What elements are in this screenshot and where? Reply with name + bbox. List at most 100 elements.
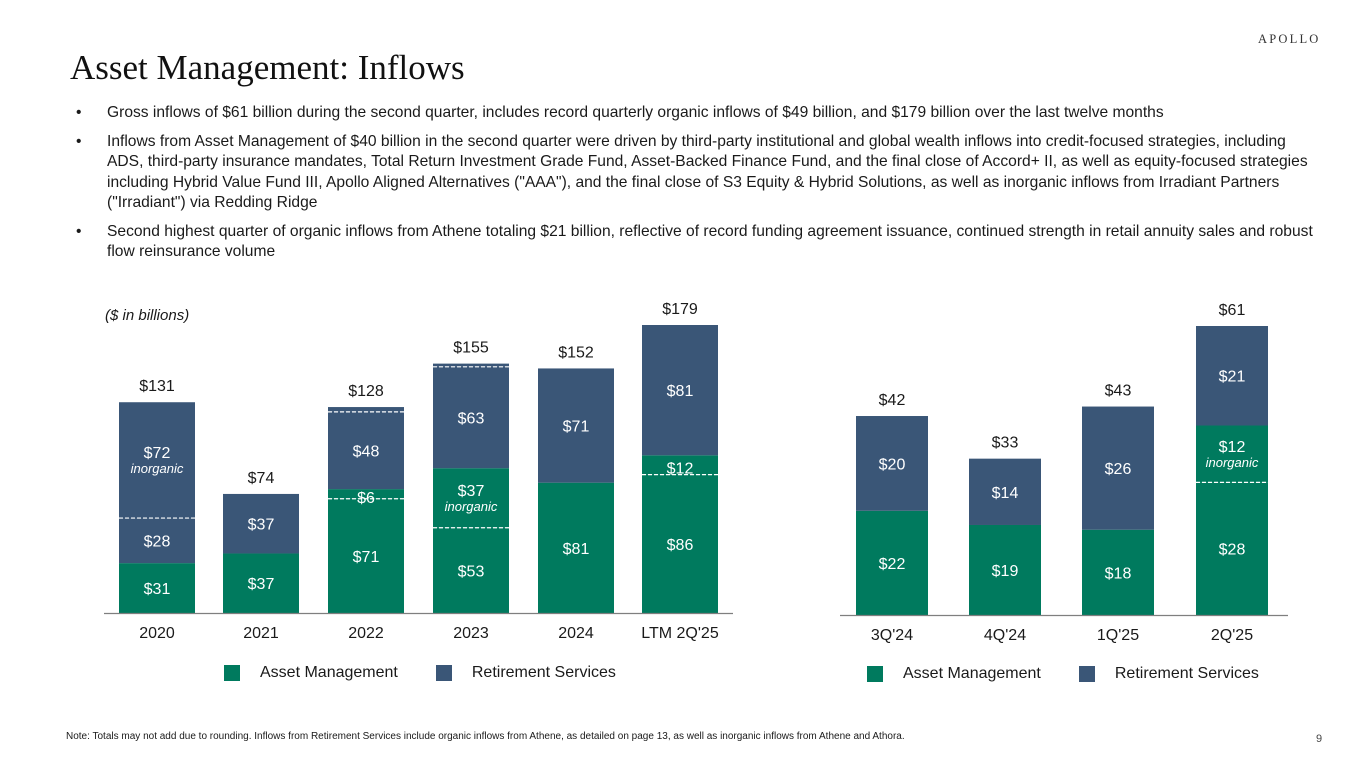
- bar-segment-asset-management: [119, 563, 195, 613]
- bullet-text: Second highest quarter of organic inflow…: [107, 222, 1313, 261]
- segment-value-label: $28: [144, 534, 171, 551]
- bar-total-label: $179: [662, 301, 698, 318]
- bar-segment-asset-management: [642, 455, 718, 475]
- bar-total-label: $43: [1105, 383, 1132, 400]
- bar-total-label: $42: [879, 392, 906, 409]
- footnote: Note: Totals may not add due to rounding…: [66, 731, 905, 742]
- x-axis-tick-label: 1Q'25: [1097, 627, 1139, 644]
- bullet-icon: •: [76, 104, 82, 121]
- segment-value-label: $6: [357, 490, 375, 507]
- legend-label: Retirement Services: [1114, 665, 1259, 682]
- x-axis-tick-label: 2024: [558, 625, 594, 642]
- bar-segment-asset-management: [969, 524, 1041, 615]
- bar-segment-asset-management: [328, 489, 404, 499]
- x-axis-tick-label: 2021: [243, 625, 279, 642]
- bar-segment-asset-management: [223, 553, 299, 613]
- units-note: ($ in billions): [105, 307, 190, 324]
- bar-segment-asset-management: [328, 498, 404, 613]
- annual-chart-plot: $31$28$72inorganic$1312020$37$37$742021$…: [104, 301, 733, 642]
- bullet-text: Inflows from Asset Management of $40 bil…: [107, 132, 1308, 212]
- x-axis-tick-label: 3Q'24: [871, 627, 913, 644]
- bar-segment-retirement-services: [328, 411, 404, 490]
- legend-item-asset-management: Asset Management: [224, 664, 398, 682]
- x-axis-tick-label: LTM 2Q'25: [641, 625, 719, 642]
- quarterly-chart-legend: Asset Management Retirement Services: [867, 665, 1297, 683]
- bar-segment-asset-management: [856, 510, 928, 615]
- segment-value-label: $86: [667, 537, 694, 554]
- segment-value-label: $81: [667, 383, 694, 400]
- bar-total-label: $33: [992, 435, 1019, 452]
- bar-total-label: $128: [348, 383, 384, 400]
- legend-swatch-asset-management: [867, 666, 883, 682]
- bar-segment-retirement-services: [223, 493, 299, 554]
- segment-value-label: $14: [992, 485, 1019, 502]
- bar-segment-retirement-services: [433, 366, 509, 469]
- segment-value-label: $31: [144, 581, 171, 598]
- bar-segment-retirement-services: [642, 325, 718, 456]
- x-axis-tick-label: 2023: [453, 625, 489, 642]
- legend-swatch-retirement-services: [435, 665, 452, 681]
- segment-value-label: $72: [144, 445, 171, 462]
- bullet-icon: •: [76, 222, 82, 240]
- segment-value-label: $71: [353, 549, 380, 566]
- legend-item-asset-management: Asset Management: [867, 665, 1041, 683]
- segment-value-label: $37: [248, 576, 275, 593]
- legend-swatch-retirement-services: [1078, 666, 1095, 682]
- bar-segment-asset-management: [1082, 529, 1154, 615]
- bar-total-label: $152: [558, 344, 594, 361]
- legend-item-retirement-services: Retirement Services: [1078, 665, 1259, 683]
- segment-value-label: $18: [1105, 565, 1132, 582]
- segment-value-label: $20: [879, 456, 906, 473]
- page-number: 9: [1316, 733, 1323, 745]
- bar-total-label: $61: [1219, 302, 1246, 319]
- bar-total-label: $131: [139, 378, 175, 395]
- bar-segment-retirement-services: [538, 368, 614, 483]
- segment-value-label: $12: [667, 461, 694, 478]
- apollo-logo: APOLLO: [1258, 32, 1321, 46]
- legend-item-retirement-services: Retirement Services: [435, 664, 616, 682]
- x-axis-tick-label: 2022: [348, 625, 384, 642]
- segment-sublabel: inorganic: [445, 499, 498, 514]
- bar-segment-retirement-services: [969, 458, 1041, 525]
- bar-segment-retirement-services: [119, 518, 195, 564]
- segment-value-label: $19: [992, 563, 1019, 580]
- bullet-list: • Gross inflows of $61 billion during the…: [76, 103, 1316, 271]
- segment-value-label: $37: [458, 483, 485, 500]
- legend-label: Asset Management: [260, 664, 398, 681]
- bar-segment-asset-management: [1196, 425, 1268, 483]
- segment-value-label: $81: [563, 541, 590, 558]
- segment-value-label: $21: [1219, 369, 1246, 386]
- bar-total-label: $155: [453, 340, 489, 357]
- bar-segment-retirement-services: [1196, 326, 1268, 426]
- legend-swatch-asset-management: [224, 665, 240, 681]
- bullet-item: • Gross inflows of $61 billion during the…: [76, 103, 1316, 124]
- x-axis-tick-label: 4Q'24: [984, 627, 1026, 644]
- segment-sublabel: inorganic: [131, 461, 184, 476]
- bullet-text: Gross inflows of $61 billion during the …: [107, 104, 1164, 121]
- bar-segment-retirement-services: [433, 363, 509, 367]
- x-axis-tick-label: 2020: [139, 625, 175, 642]
- quarterly-chart-plot: $22 $20 $42 3Q'24 $19 $14 $33 4Q'24 $18 $26 $43 1Q'…: [840, 302, 1288, 644]
- bar-segment-asset-management: [1196, 482, 1268, 615]
- segment-value-label: $71: [563, 419, 590, 436]
- bullet-item: • Second highest quarter of organic inflo…: [76, 222, 1316, 263]
- bar-segment-asset-management: [642, 474, 718, 613]
- bar-segment-retirement-services: [328, 407, 404, 412]
- bar-segment-asset-management: [538, 482, 614, 613]
- bullet-icon: •: [76, 132, 82, 150]
- segment-value-label: $53: [458, 563, 485, 580]
- bar-segment-asset-management: [433, 527, 509, 613]
- bar-total-label: $74: [248, 470, 275, 487]
- segment-sublabel: inorganic: [1206, 455, 1259, 470]
- segment-value-label: $48: [353, 443, 380, 460]
- legend-label: Retirement Services: [471, 664, 616, 681]
- bar-segment-retirement-services: [119, 402, 195, 519]
- segment-value-label: $63: [458, 411, 485, 428]
- segment-value-label: $22: [879, 556, 906, 573]
- segment-value-label: $26: [1105, 461, 1132, 478]
- page-title: Asset Management: Inflows: [70, 48, 465, 87]
- legend-label: Asset Management: [903, 665, 1041, 682]
- bar-segment-retirement-services: [1082, 406, 1154, 530]
- x-axis-tick-label: 2Q'25: [1211, 627, 1253, 644]
